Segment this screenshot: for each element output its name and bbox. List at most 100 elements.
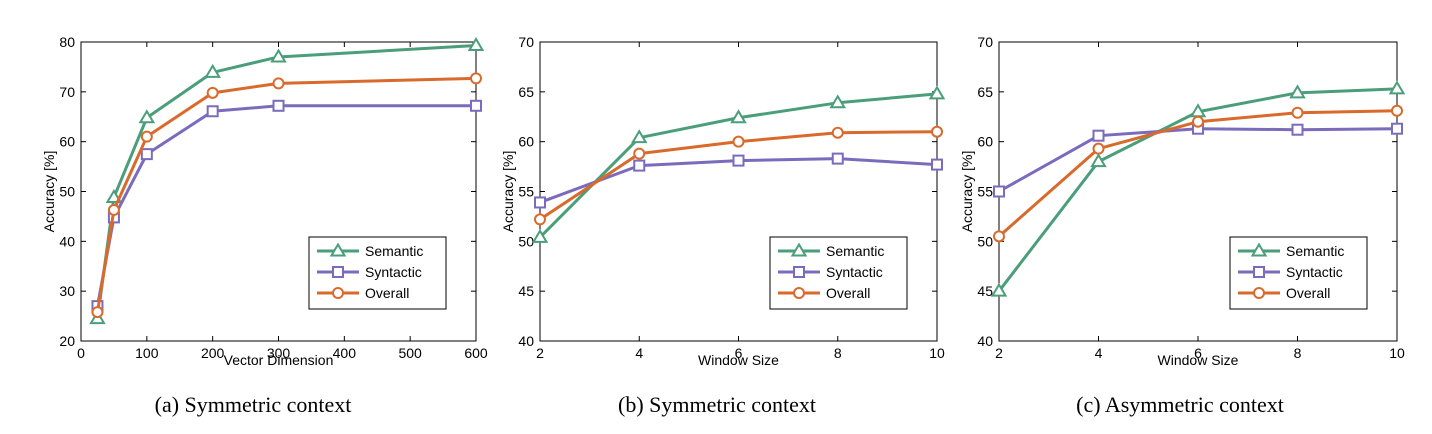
legend: Semantic Syntactic Overall: [1229, 236, 1368, 310]
data-point-syntactic: [1391, 122, 1403, 135]
x-tick-label: 300: [267, 345, 291, 361]
y-tick-label: 50: [59, 184, 75, 200]
legend-marker: [790, 242, 808, 257]
y-tick-label: 45: [977, 283, 993, 299]
data-point-semantic: [1289, 84, 1306, 99]
legend-label: Overall: [1286, 285, 1330, 301]
data-point-overall: [1291, 106, 1304, 119]
data-point-overall: [732, 135, 745, 148]
y-tick-label: 20: [59, 333, 75, 349]
y-tick-label: 40: [977, 333, 993, 349]
x-tick-label: 8: [834, 345, 842, 361]
data-point-syntactic: [272, 99, 285, 112]
data-point-overall: [1391, 104, 1403, 117]
y-tick-label: 50: [977, 233, 993, 249]
legend-label: Overall: [365, 285, 409, 301]
y-tick-label: 70: [518, 34, 534, 50]
data-point-overall: [107, 203, 120, 216]
data-point-syntactic: [140, 148, 153, 161]
data-point-semantic: [270, 48, 287, 63]
data-point-syntactic: [1092, 129, 1105, 142]
series-line-overall: [95, 76, 477, 313]
x-tick-label: 10: [929, 345, 945, 361]
legend-marker: [332, 266, 344, 278]
x-tick-label: 2: [995, 345, 1003, 361]
x-tick-label: 0: [77, 345, 85, 361]
x-tick-label: 100: [135, 345, 159, 361]
legend-label: Semantic: [1286, 243, 1344, 259]
data-point-semantic: [138, 109, 156, 124]
y-tick-label: 45: [518, 283, 534, 299]
data-point-syntactic: [206, 105, 219, 118]
data-point-semantic: [928, 85, 946, 100]
legend-label: Overall: [826, 285, 870, 301]
y-tick-label: 65: [977, 84, 993, 100]
legend: Semantic Syntactic Overall: [769, 236, 908, 310]
x-tick-label: 200: [201, 345, 225, 361]
legend-marker: [1253, 266, 1265, 278]
legend-label: Syntactic: [1286, 264, 1343, 280]
y-tick-label: 40: [59, 233, 75, 249]
legend-marker: [332, 287, 344, 299]
subfigure-caption: (c) Asymmetric context: [1076, 392, 1284, 417]
legend-label: Syntactic: [826, 264, 883, 280]
legend-marker: [793, 266, 805, 278]
legend: Semantic Syntactic Overall: [308, 236, 447, 310]
y-tick-label: 65: [518, 84, 534, 100]
legend-marker: [329, 242, 347, 257]
data-point-overall: [534, 213, 546, 226]
y-tick-label: 30: [59, 283, 75, 299]
legend-marker: [1250, 242, 1268, 257]
chart-panel-3: 2 4 6 8 10 40 45 50 55 60 65 70 Window Size Accuracy …: [959, 34, 1406, 417]
data-point-semantic: [730, 109, 747, 124]
legend-marker: [1253, 287, 1265, 299]
data-point-overall: [470, 72, 482, 85]
data-point-semantic: [829, 94, 847, 109]
data-point-semantic: [204, 63, 221, 78]
y-tick-label: 60: [59, 134, 75, 150]
data-point-syntactic: [534, 196, 546, 209]
data-point-semantic: [1090, 153, 1107, 168]
y-tick-label: 40: [518, 333, 534, 349]
data-point-syntactic: [633, 159, 646, 172]
x-tick-label: 6: [1194, 345, 1202, 361]
data-point-overall: [831, 126, 844, 139]
y-axis-label: Accuracy [%]: [41, 151, 57, 233]
data-point-overall: [1192, 115, 1204, 128]
data-point-syntactic: [732, 154, 745, 167]
x-tick-label: 2: [536, 345, 544, 361]
x-tick-label: 400: [333, 345, 357, 361]
x-tick-label: 8: [1294, 345, 1302, 361]
x-tick-label: 4: [635, 345, 643, 361]
y-tick-label: 60: [518, 134, 534, 150]
legend-label: Syntactic: [365, 264, 422, 280]
x-tick-label: 10: [1389, 345, 1405, 361]
x-tick-label: 6: [735, 345, 743, 361]
y-tick-label: 70: [977, 34, 993, 50]
data-point-overall: [993, 230, 1005, 243]
y-tick-label: 55: [977, 184, 993, 200]
subfigure-caption: (b) Symmetric context: [618, 392, 816, 417]
y-tick-label: 80: [59, 34, 75, 50]
data-point-syntactic: [1291, 123, 1304, 136]
data-point-syntactic: [831, 152, 844, 165]
y-tick-label: 55: [518, 184, 534, 200]
data-point-overall: [272, 77, 285, 90]
data-point-semantic: [990, 282, 1008, 297]
data-point-syntactic: [470, 99, 482, 112]
data-point-overall: [931, 125, 943, 138]
data-point-overall: [206, 86, 219, 99]
data-point-semantic: [531, 228, 549, 243]
data-point-syntactic: [993, 185, 1005, 198]
x-tick-label: 4: [1095, 345, 1103, 361]
y-tick-label: 70: [59, 84, 75, 100]
data-point-syntactic: [931, 158, 943, 171]
legend-label: Semantic: [826, 243, 884, 259]
x-axis-label: Vector Dimension: [224, 352, 334, 368]
data-point-overall: [633, 147, 646, 160]
chart-panel-1: 0 100 200 300 400 500 600 20 30 40 50 60 70 80 Vector …: [41, 34, 488, 417]
legend-marker: [793, 287, 805, 299]
x-axis-label: Window Size: [698, 352, 779, 368]
x-tick-label: 600: [464, 345, 488, 361]
